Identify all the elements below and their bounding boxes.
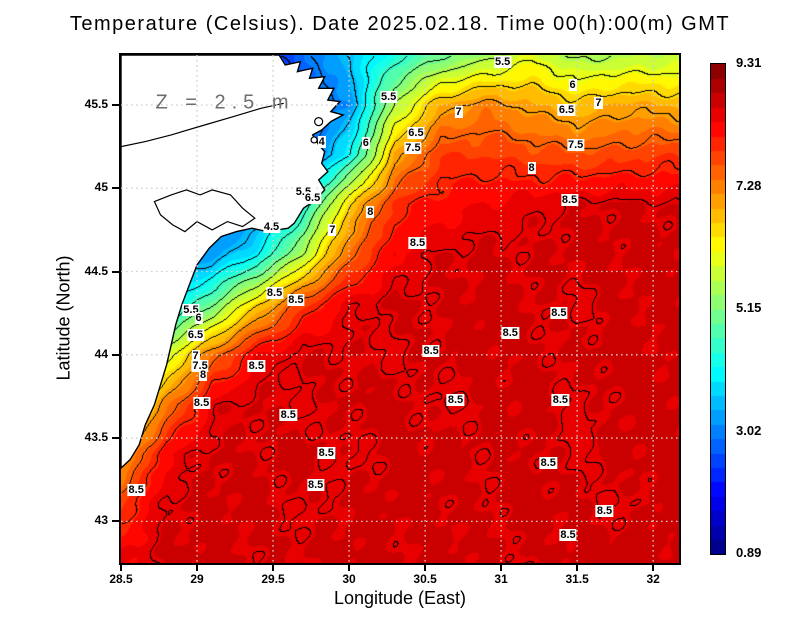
y-tick-mark: [112, 353, 119, 356]
contour-label: 8.5: [501, 327, 519, 340]
colorbar-label: 5.15: [736, 300, 762, 315]
x-tick-label: 29: [190, 572, 204, 586]
x-tick-mark: [500, 565, 503, 571]
x-tick-mark: [272, 565, 275, 571]
contour-label: 8.5: [422, 345, 440, 358]
y-tick-mark: [112, 187, 119, 190]
map-overlay: [121, 55, 679, 563]
contour-label: 8.5: [446, 393, 465, 406]
contour-label: 6.5: [557, 103, 576, 116]
y-tick-label: 43: [94, 513, 108, 528]
contour-label: 7: [594, 97, 603, 110]
colorbar-label: 0.89: [736, 545, 762, 560]
colorbar-label: 7.28: [736, 177, 762, 193]
lagoon-outline: [153, 189, 256, 233]
colorbar-label: 3.02: [736, 422, 762, 438]
contour-label: 4.5: [262, 220, 281, 233]
x-tick-mark: [576, 565, 579, 571]
contour-label: 5.5: [379, 90, 398, 103]
y-tick-label: 45: [94, 180, 108, 195]
contour-label: 8.5: [127, 483, 145, 496]
x-tick-mark: [348, 565, 351, 571]
contour-label: 6: [361, 137, 370, 150]
x-tick-mark: [424, 565, 427, 571]
contour-label: 8.5: [306, 478, 325, 491]
x-tick-label: 29.5: [261, 572, 285, 586]
x-tick-label: 30.5: [413, 572, 437, 586]
contour-label: 8.5: [265, 287, 284, 300]
contour-label: 8.5: [192, 397, 211, 410]
land-coastline: [121, 55, 345, 470]
x-tick-mark: [652, 565, 655, 571]
contour-label: 8.5: [560, 193, 579, 206]
x-tick-label: 30: [342, 572, 356, 586]
island: [310, 136, 318, 144]
colorbar-canvas: [711, 64, 725, 554]
x-axis-title: Longitude (East): [333, 588, 467, 608]
contour-labels: 5.565.576.57646.57.57.5888.55.56.54.578.…: [121, 55, 679, 563]
contour-label: 6.5: [303, 192, 322, 205]
x-tick-mark: [196, 565, 199, 571]
contour-label: 8.5: [559, 528, 577, 541]
x-tick-label: 32: [646, 572, 660, 586]
y-tick-mark: [112, 270, 119, 273]
contour-label: 8: [366, 205, 375, 218]
contour-label: 6.5: [186, 328, 205, 341]
contour-label: 7: [454, 105, 463, 118]
contour-label: 8.5: [595, 505, 614, 518]
contour-label: 8.5: [247, 360, 265, 373]
contour-label: 6: [194, 312, 203, 325]
y-tick-label: 44: [94, 346, 108, 361]
contour-label: 7.5: [566, 138, 585, 151]
contour-label: 8.5: [408, 237, 427, 250]
contour-label: 8.5: [539, 457, 557, 470]
y-tick-mark: [112, 520, 119, 523]
chart-title: Temperature (Celsius). Date 2025.02.18. …: [69, 13, 731, 35]
map-plot-area: 5.565.576.57646.57.57.5888.55.56.54.578.…: [119, 53, 681, 565]
x-tick-label: 28.5: [109, 572, 133, 586]
colorbar-label: 9.31: [736, 55, 762, 70]
contour-label: 8.5: [550, 307, 568, 320]
contour-label: 8.5: [317, 447, 335, 460]
x-tick-label: 31: [494, 572, 508, 586]
y-axis-title: Latitude (North): [53, 255, 74, 381]
y-tick-label: 44.5: [84, 263, 108, 278]
contour-label: 7.5: [404, 142, 422, 155]
y-tick-mark: [112, 437, 119, 440]
contour-label: 6.5: [407, 127, 425, 140]
contour-label: 4: [317, 135, 326, 148]
y-tick-label: 45.5: [84, 96, 108, 111]
contour-label: 5.5: [493, 55, 512, 68]
contour-label: 7: [191, 350, 200, 363]
contour-label: 6: [568, 78, 577, 91]
contour-label: 8.5: [551, 393, 570, 406]
contour-label: 8.5: [287, 293, 305, 306]
contour-label: 8.5: [279, 408, 297, 421]
y-tick-label: 43.5: [84, 430, 108, 445]
contour-label: 8: [527, 162, 536, 175]
depth-annotation: Z = 2.5 m: [155, 91, 295, 114]
island: [314, 117, 324, 127]
colorbar: [710, 63, 726, 555]
x-tick-mark: [120, 565, 122, 571]
contour-label: 7: [328, 223, 337, 236]
river-outline: [121, 102, 284, 148]
contour-label: 8: [199, 368, 208, 381]
y-tick-mark: [112, 103, 119, 106]
x-tick-label: 31.5: [565, 572, 589, 586]
